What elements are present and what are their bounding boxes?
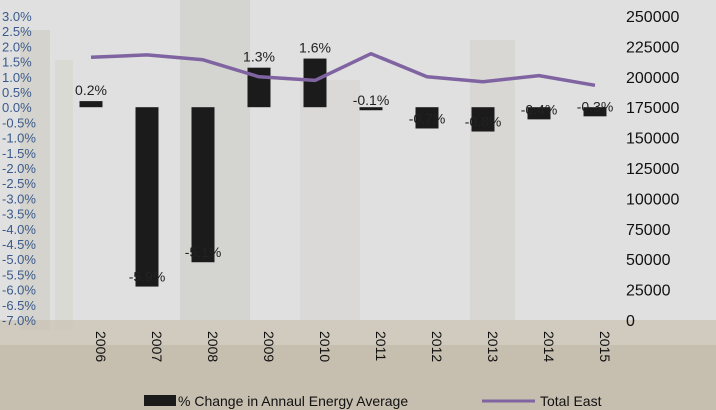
left-axis-tick-label: 2.5%	[2, 24, 32, 39]
left-axis-tick-label: -2.0%	[2, 161, 36, 176]
left-axis-tick-label: 1.0%	[2, 70, 32, 85]
left-axis-tick-label: -3.0%	[2, 191, 36, 206]
bar	[359, 107, 383, 111]
left-axis-tick-label: -5.5%	[2, 267, 36, 282]
bar	[583, 107, 607, 117]
right-axis-tick-label: 0	[626, 313, 635, 330]
category-label: 2010	[317, 331, 333, 362]
bar	[415, 107, 439, 129]
bar-data-label: 1.6%	[299, 40, 331, 56]
bar-data-label: -0.3%	[577, 98, 614, 114]
left-axis-tick-label: -0.5%	[2, 115, 36, 130]
bar	[527, 107, 551, 120]
category-label: 2007	[149, 331, 165, 362]
bar-data-label: -0.1%	[353, 92, 390, 108]
legend-bar-swatch	[144, 395, 176, 406]
left-axis-tick-label: -3.5%	[2, 207, 36, 222]
right-axis-tick-label: 175000	[626, 100, 679, 117]
total-east-line	[90, 51, 596, 88]
left-axis-tick-label: 0.5%	[2, 85, 32, 100]
left-axis-tick-label: 2.0%	[2, 39, 32, 54]
bar	[79, 101, 103, 108]
category-label: 2011	[373, 331, 389, 361]
left-axis-tick-label: 3.0%	[2, 9, 32, 24]
category-label: 2006	[93, 331, 109, 362]
bar-data-label: -0.7%	[409, 110, 446, 126]
bar-data-label: -0.4%	[521, 101, 558, 117]
left-axis-tick-label: -6.0%	[2, 283, 36, 298]
right-axis-tick-label: 25000	[626, 283, 671, 300]
right-axis-tick-label: 225000	[626, 39, 679, 56]
category-label: 2015	[597, 331, 613, 362]
right-axis-tick-label: 50000	[626, 252, 671, 269]
left-axis-tick-label: -7.0%	[2, 313, 36, 328]
bar-data-label: -5.9%	[129, 269, 166, 285]
right-axis-tick-label: 100000	[626, 191, 679, 208]
left-axis-tick-label: -1.5%	[2, 146, 36, 161]
right-axis-tick-label: 150000	[626, 131, 679, 148]
left-axis-tick-label: -5.0%	[2, 252, 36, 267]
legend-bar-label: % Change in Annaul Energy Average	[178, 393, 408, 409]
left-axis-tick-label: -6.5%	[2, 298, 36, 313]
category-label: 2012	[429, 331, 445, 362]
left-axis-tick-label: -4.0%	[2, 222, 36, 237]
bar	[135, 107, 159, 287]
category-label: 2013	[485, 331, 501, 362]
left-axis-tick-label: -4.5%	[2, 237, 36, 252]
bar-data-label: 1.3%	[243, 49, 275, 65]
right-axis-tick-label: 250000	[626, 9, 679, 26]
left-axis-tick-label: -1.0%	[2, 131, 36, 146]
legend-line-label: Total East	[540, 393, 602, 409]
bar-data-label: 0.2%	[75, 82, 107, 98]
category-label: 2008	[205, 331, 221, 362]
left-axis-tick-label: -2.5%	[2, 176, 36, 191]
category-label: 2009	[261, 331, 277, 362]
left-axis-tick-label: 1.5%	[2, 55, 32, 70]
right-axis-tick-label: 125000	[626, 161, 679, 178]
right-axis-tick-label: 200000	[626, 70, 679, 87]
bar-data-label: -0.8%	[465, 114, 502, 130]
right-axis-tick-label: 75000	[626, 222, 671, 239]
bar	[471, 107, 495, 132]
bar-data-label: -5.1%	[185, 244, 222, 260]
bar	[303, 58, 327, 108]
category-label: 2014	[541, 331, 557, 362]
left-axis-tick-label: 0.0%	[2, 100, 32, 115]
bar	[191, 107, 215, 263]
